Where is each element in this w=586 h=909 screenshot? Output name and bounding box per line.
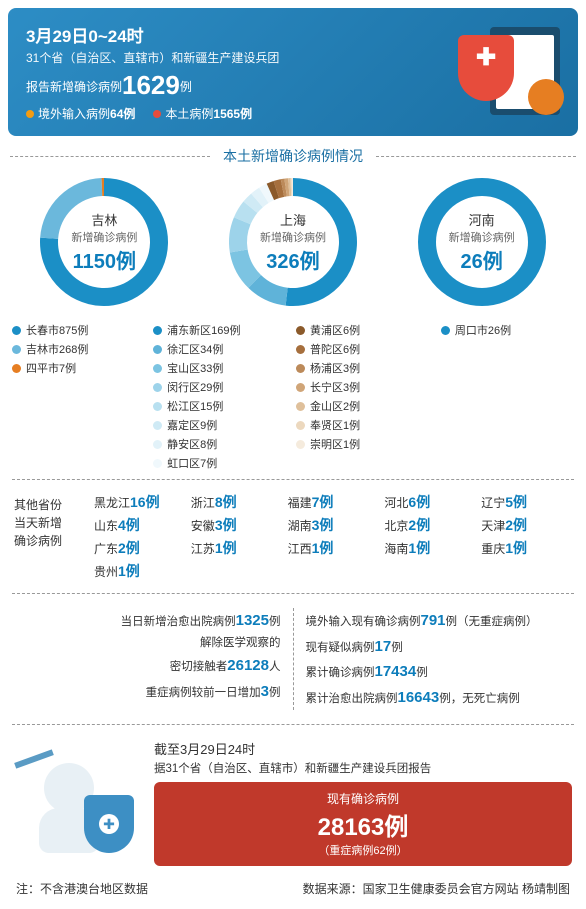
other-item: 江苏1例: [191, 538, 282, 558]
legend-item: 奉贤区1例: [296, 417, 433, 433]
other-item: 河北6例: [384, 492, 475, 512]
stats-right: 境外输入现有确诊病例791例（无重症病例）现有疑似病例17例累计确诊病例1743…: [294, 608, 573, 710]
footer: 注：不含港澳台地区数据 数据来源：国家卫生健康委员会官方网站 杨靖制图: [0, 874, 586, 909]
other-item: 贵州1例: [94, 561, 185, 581]
total-box: 现有确诊病例 28163例 （重症病例62例）: [154, 782, 572, 866]
footer-note: 注：不含港澳台地区数据: [16, 880, 148, 897]
other-item: 北京2例: [384, 515, 475, 535]
legend-item: 吉林市268例: [12, 341, 145, 357]
legend-row: 长春市875例吉林市268例四平市7例 浦东新区169例徐汇区34例宝山区33例闵…: [0, 322, 586, 471]
divider: [12, 479, 574, 480]
shield-icon: [458, 35, 514, 101]
other-item: 浙江8例: [191, 492, 282, 512]
legend-item: 长宁区3例: [296, 379, 433, 395]
other-item: 福建7例: [288, 492, 379, 512]
legend-item: 虹口区7例: [153, 455, 290, 471]
other-item: 江西1例: [288, 538, 379, 558]
stat-line: 累计确诊病例17434例: [306, 659, 573, 685]
bottom-date: 截至3月29日24时: [154, 739, 572, 758]
bottom-sub: 据31个省（自治区、直辖市）和新疆生产建设兵团报告: [154, 760, 572, 776]
header-illustration: [450, 27, 560, 117]
bottom-section: 截至3月29日24时 据31个省（自治区、直辖市）和新疆生产建设兵团报告 现有确…: [0, 731, 586, 874]
legend-item: 金山区2例: [296, 398, 433, 414]
stat-line: 密切接触者26128人: [14, 653, 281, 679]
legend-item: 周口市26例: [441, 322, 574, 338]
shield-small-icon: [84, 795, 134, 853]
bullet-1: [26, 110, 34, 118]
other-provinces: 其他省份 当天新增 确诊病例 黑龙江16例浙江8例福建7例河北6例辽宁5例山东4…: [0, 486, 586, 587]
other-item: 安徽3例: [191, 515, 282, 535]
stat-line: 累计治愈出院病例16643例，无死亡病例: [306, 685, 573, 711]
virus-icon: [528, 79, 564, 115]
header-text: 3月29日0~24时 31个省（自治区、直辖市）和新疆生产建设兵团 报告新增确诊…: [26, 22, 450, 122]
other-item: 黑龙江16例: [94, 492, 185, 512]
legend-item: 宝山区33例: [153, 360, 290, 376]
legend-item: 浦东新区169例: [153, 322, 290, 338]
header-date: 3月29日0~24时: [26, 22, 450, 47]
donut-row: 吉林新增确诊病例1150例上海新增确诊病例326例河南新增确诊病例26例: [0, 172, 586, 312]
others-label: 其他省份 当天新增 确诊病例: [14, 492, 94, 581]
donut-chart: 上海新增确诊病例326例: [223, 172, 363, 312]
stat-line: 境外输入现有确诊病例791例（无重症病例）: [306, 608, 573, 634]
other-item: 重庆1例: [481, 538, 572, 558]
header-main: 报告新增确诊病例1629例: [26, 70, 450, 101]
other-item: 山东4例: [94, 515, 185, 535]
nurse-illustration: [14, 748, 144, 858]
others-grid: 黑龙江16例浙江8例福建7例河北6例辽宁5例山东4例安徽3例湖南3例北京2例天津…: [94, 492, 572, 581]
legend-item: 黄浦区6例: [296, 322, 433, 338]
divider: [12, 593, 574, 594]
other-item: 广东2例: [94, 538, 185, 558]
other-item: 湖南3例: [288, 515, 379, 535]
legend-item: 崇明区1例: [296, 436, 433, 452]
header-card: 3月29日0~24时 31个省（自治区、直辖市）和新疆生产建设兵团 报告新增确诊…: [8, 8, 578, 136]
divider: [12, 724, 574, 725]
legend-item: 徐汇区34例: [153, 341, 290, 357]
stat-line: 现有疑似病例17例: [306, 634, 573, 660]
stat-line: 重症病例较前一日增加3例: [14, 679, 281, 705]
legend-item: 四平市7例: [12, 360, 145, 376]
other-item: 辽宁5例: [481, 492, 572, 512]
footer-source: 数据来源：国家卫生健康委员会官方网站 杨靖制图: [303, 880, 570, 897]
other-item: 天津2例: [481, 515, 572, 535]
stat-line: 解除医学观察的: [14, 634, 281, 654]
legend-item: 杨浦区3例: [296, 360, 433, 376]
stats-left: 当日新增治愈出院病例1325例解除医学观察的密切接触者26128人重症病例较前一…: [14, 608, 294, 710]
legend-item: 松江区15例: [153, 398, 290, 414]
legend-item: 普陀区6例: [296, 341, 433, 357]
donut-chart: 河南新增确诊病例26例: [412, 172, 552, 312]
stat-line: 当日新增治愈出院病例1325例: [14, 608, 281, 634]
legend-item: 静安区8例: [153, 436, 290, 452]
section-title: 本土新增确诊病例情况: [0, 146, 586, 166]
legend-item: 长春市875例: [12, 322, 145, 338]
donut-chart: 吉林新增确诊病例1150例: [34, 172, 174, 312]
header-sub: 31个省（自治区、直辖市）和新疆生产建设兵团: [26, 49, 450, 66]
legend-item: 闵行区29例: [153, 379, 290, 395]
bullet-2: [153, 110, 161, 118]
other-item: 海南1例: [384, 538, 475, 558]
legend-item: 嘉定区9例: [153, 417, 290, 433]
syringe-icon: [14, 749, 54, 768]
stats-row: 当日新增治愈出院病例1325例解除医学观察的密切接触者26128人重症病例较前一…: [0, 600, 586, 718]
header-bullets: 境外输入病例64例 本土病例1565例: [26, 105, 450, 122]
